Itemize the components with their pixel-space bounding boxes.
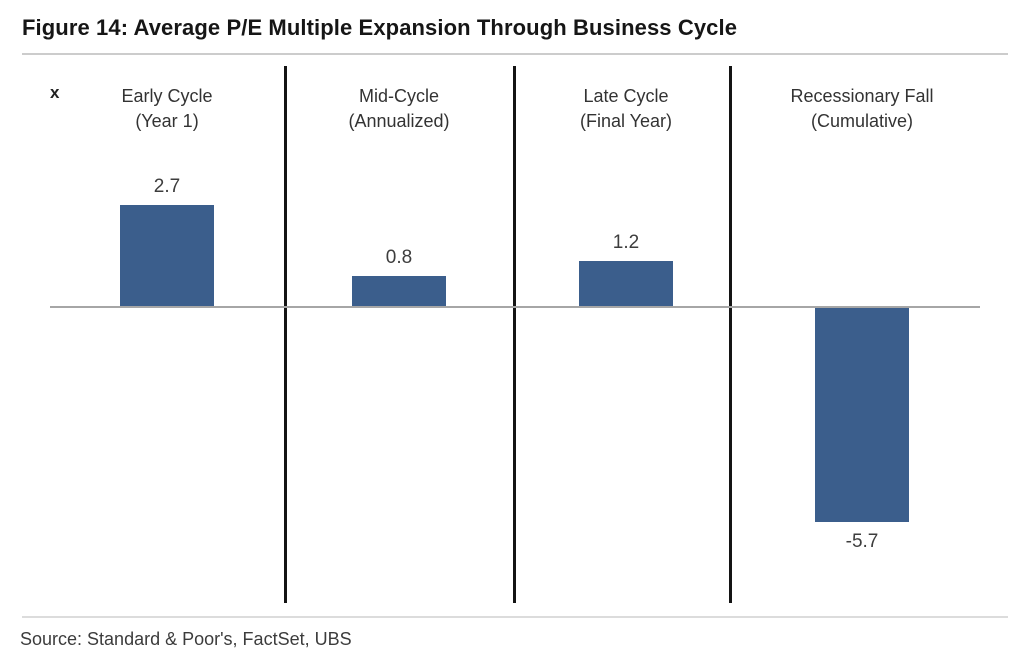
y-axis-unit-label: x <box>50 83 60 102</box>
bar-mid-cycle <box>352 276 446 306</box>
source-text: Source: Standard & Poor's, FactSet, UBS <box>20 629 352 649</box>
panel-header-line2: (Cumulative) <box>810 111 914 131</box>
bar-recessionary-fall <box>815 308 909 522</box>
panel-header-mid-cycle: Mid-Cycle (Annualized) <box>269 84 529 134</box>
panel-divider-3 <box>729 66 732 603</box>
panel-divider-1 <box>284 66 287 603</box>
panel-header-line2: (Annualized) <box>348 111 450 131</box>
figure-title: Figure 14: Average P/E Multiple Expansio… <box>22 15 738 40</box>
panel-header-line2: (Year 1) <box>135 111 199 131</box>
value-label: 0.8 <box>385 247 413 268</box>
value-label: 2.7 <box>153 176 181 197</box>
panel-header-line2: (Final Year) <box>579 111 673 131</box>
zero-axis-line <box>50 306 980 308</box>
panel-divider-2 <box>513 66 516 603</box>
panel-header-line1: Mid-Cycle <box>358 86 439 106</box>
panel-header-line1: Recessionary Fall <box>790 86 934 106</box>
panel-header-line1: Early Cycle <box>121 86 213 106</box>
bar-late-cycle <box>579 261 673 306</box>
value-label: 1.2 <box>612 232 640 253</box>
panel-header-line1: Late Cycle <box>583 86 669 106</box>
footer-divider-line <box>22 616 1008 618</box>
panel-header-recessionary-fall: Recessionary Fall (Cumulative) <box>732 84 992 134</box>
panel-header-early-cycle: Early Cycle (Year 1) <box>37 84 297 134</box>
panel-header-late-cycle: Late Cycle (Final Year) <box>496 84 756 134</box>
bar-early-cycle <box>120 205 214 306</box>
value-label: -5.7 <box>845 531 879 552</box>
title-divider-line <box>22 53 1008 55</box>
